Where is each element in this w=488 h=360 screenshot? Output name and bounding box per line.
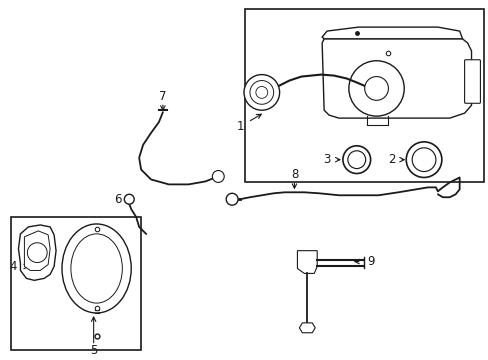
Circle shape	[255, 86, 267, 98]
FancyBboxPatch shape	[464, 60, 479, 103]
Circle shape	[244, 75, 279, 110]
Polygon shape	[24, 231, 50, 270]
Text: 5: 5	[90, 344, 97, 357]
Circle shape	[342, 146, 370, 174]
Text: 9: 9	[366, 255, 374, 268]
Text: 8: 8	[290, 168, 298, 181]
Circle shape	[406, 142, 441, 177]
Polygon shape	[322, 27, 462, 39]
Circle shape	[411, 148, 435, 171]
Circle shape	[124, 194, 134, 204]
Text: 7: 7	[159, 90, 166, 103]
Circle shape	[364, 77, 387, 100]
Text: 2: 2	[387, 153, 394, 166]
Ellipse shape	[71, 234, 122, 303]
Text: 4: 4	[10, 260, 17, 273]
Circle shape	[249, 81, 273, 104]
Polygon shape	[322, 39, 470, 118]
Circle shape	[212, 171, 224, 183]
Circle shape	[348, 61, 404, 116]
Polygon shape	[299, 323, 315, 333]
Circle shape	[347, 151, 365, 168]
Bar	[244, 9, 484, 183]
Circle shape	[27, 243, 47, 262]
Text: 1: 1	[236, 120, 244, 132]
Polygon shape	[19, 225, 56, 280]
Text: 3: 3	[323, 153, 330, 166]
Circle shape	[226, 193, 238, 205]
Polygon shape	[297, 251, 317, 273]
Bar	[11, 217, 141, 350]
Text: 6: 6	[113, 193, 121, 206]
Ellipse shape	[62, 224, 131, 313]
